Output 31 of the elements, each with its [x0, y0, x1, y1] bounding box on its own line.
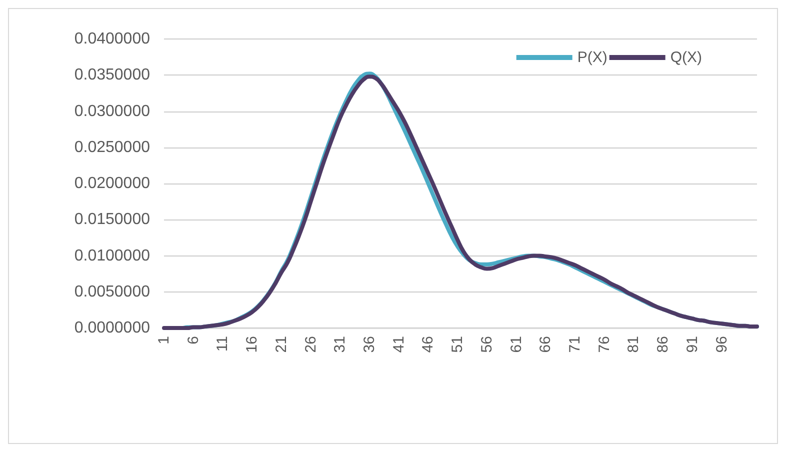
y-tick-label: 0.0050000 [74, 283, 150, 300]
x-tick-label: 91 [684, 336, 701, 353]
y-tick-label: 0.0200000 [74, 175, 150, 192]
x-tick-label: 96 [713, 336, 730, 353]
x-tick-label: 31 [332, 336, 349, 353]
y-tick-label: 0.0000000 [74, 320, 150, 336]
x-tick-label: 61 [508, 336, 525, 353]
y-tick-label: 0.0300000 [74, 102, 150, 120]
x-tick-label: 51 [449, 336, 466, 353]
x-tick-label: 81 [625, 336, 642, 353]
x-tick-label: 56 [478, 336, 496, 353]
x-tick-label: 16 [244, 336, 261, 353]
x-tick-label: 26 [302, 336, 320, 353]
x-tick-label: 86 [654, 336, 672, 353]
x-tick-label: 1 [156, 336, 172, 344]
y-tick-label: 0.0400000 [74, 30, 150, 48]
y-tick-label: 0.0100000 [74, 247, 150, 264]
y-tick-label: 0.0250000 [74, 138, 150, 156]
x-tick-label: 21 [272, 336, 290, 353]
x-tick-label: 6 [184, 336, 202, 344]
x-tick-label: 11 [214, 336, 232, 352]
legend-label: P(X) [577, 49, 608, 66]
legend-label: Q(X) [670, 49, 702, 66]
x-tick-label: 41 [390, 336, 408, 353]
y-tick-label: 0.0350000 [74, 66, 150, 84]
y-tick-label: 0.0150000 [74, 211, 150, 228]
x-tick-label: 76 [596, 336, 613, 353]
x-tick-label: 46 [420, 336, 437, 353]
x-tick-label: 71 [566, 336, 584, 353]
x-tick-label: 66 [537, 336, 554, 353]
x-tick-label: 36 [360, 336, 378, 353]
